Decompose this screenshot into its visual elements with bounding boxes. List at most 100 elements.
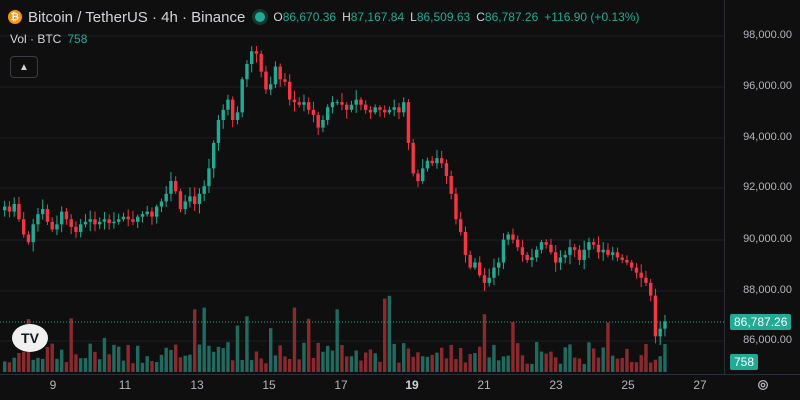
- candle-body: [36, 214, 40, 225]
- candle-body: [497, 262, 501, 268]
- candle-body: [539, 242, 544, 250]
- candle-body: [454, 193, 458, 220]
- price-tick-label: 90,000.00: [743, 233, 792, 245]
- candle-body: [592, 242, 596, 245]
- date-tick-label: 25: [621, 378, 635, 392]
- volume-bar: [250, 360, 254, 372]
- volume-legend[interactable]: Vol · BTC 758: [10, 32, 87, 46]
- tradingview-logo-icon[interactable]: TV: [12, 324, 48, 352]
- candle-body: [620, 257, 624, 260]
- price-tick-label: 88,000.00: [743, 284, 792, 296]
- date-tick-label: 27: [693, 378, 707, 392]
- gear-icon[interactable]: [756, 378, 770, 392]
- volume-bar: [511, 322, 515, 372]
- candle-body: [55, 224, 59, 230]
- volume-bar: [79, 358, 83, 372]
- time-axis[interactable]: 9 11 13 15 17 19 21 23 25 27: [0, 0, 724, 400]
- candle-body: [364, 104, 368, 110]
- volume-bar: [45, 346, 50, 372]
- volume-bar: [31, 359, 35, 372]
- time-axis-divider: [0, 374, 800, 375]
- volume-bar: [311, 357, 316, 372]
- candle-body: [525, 254, 529, 260]
- candle-body: [197, 193, 202, 204]
- candle-body: [31, 224, 35, 243]
- volume-bar: [155, 362, 159, 372]
- date-tick-label: 19: [405, 378, 419, 392]
- volume-bar: [473, 353, 477, 372]
- volume-bar: [449, 344, 453, 372]
- close-key: C: [476, 10, 485, 24]
- candle-body: [226, 99, 230, 110]
- candle-body: [112, 221, 116, 224]
- volume-bar: [326, 345, 330, 372]
- candle-body: [634, 267, 639, 273]
- volume-bar: [83, 358, 88, 372]
- volume-bar: [93, 351, 97, 372]
- volume-bar: [174, 344, 178, 372]
- volume-bar: [663, 344, 667, 372]
- volume-bar: [530, 363, 534, 372]
- candle-body: [64, 211, 69, 220]
- volume-bar: [568, 344, 572, 372]
- volume-bar: [501, 356, 506, 372]
- candle-body: [487, 277, 491, 283]
- volume-bar: [440, 347, 444, 372]
- candlestick-chart[interactable]: [0, 0, 724, 374]
- candle-body: [596, 244, 601, 253]
- volume-bar: [463, 362, 468, 372]
- volume-bar: [231, 360, 235, 372]
- candle-body: [140, 214, 145, 217]
- candle-body: [145, 211, 149, 215]
- volume-bar: [159, 354, 164, 372]
- volume-bar: [335, 309, 339, 372]
- change-value: +116.90 (+0.13%): [544, 10, 640, 24]
- price-tick-label: 86,000.00: [743, 334, 792, 346]
- candle-body: [60, 211, 64, 225]
- volume-bar: [615, 358, 620, 372]
- candle-body: [587, 242, 591, 250]
- volume-bar: [364, 352, 368, 372]
- candle-body: [79, 224, 83, 232]
- candle-body: [383, 109, 387, 113]
- volume-bar: [240, 359, 244, 372]
- candle-body: [511, 234, 515, 240]
- candle-body: [644, 277, 648, 283]
- volume-bar: [577, 358, 582, 372]
- candle-body: [544, 242, 548, 245]
- candle-body: [368, 109, 373, 113]
- candle-body: [7, 206, 12, 212]
- volume-bar: [12, 357, 16, 372]
- candle-body: [117, 219, 121, 222]
- price-axis[interactable]: [724, 0, 800, 374]
- candle-body: [17, 203, 21, 220]
- candle-body: [577, 249, 582, 260]
- open-key: O: [273, 10, 283, 24]
- volume-bar: [212, 351, 216, 372]
- candle-body: [354, 99, 358, 105]
- candle-body: [611, 252, 615, 255]
- volume-bar: [378, 361, 382, 372]
- candle-body: [387, 109, 392, 113]
- candle-body: [169, 181, 173, 194]
- collapse-legend-button[interactable]: ▲: [10, 56, 38, 78]
- volume-label: Vol · BTC: [10, 32, 62, 46]
- volume-bar: [625, 348, 629, 372]
- date-tick-label: 21: [477, 378, 491, 392]
- volume-bar: [359, 360, 363, 372]
- volume-bar: [74, 354, 78, 372]
- volume-value: 758: [67, 32, 88, 46]
- candle-body: [615, 252, 620, 258]
- candle-body: [202, 186, 206, 194]
- volume-bar: [620, 357, 624, 372]
- candle-body: [302, 102, 306, 105]
- candle-body: [549, 244, 553, 253]
- volume-bar: [36, 357, 40, 372]
- candle-body: [397, 107, 401, 113]
- low-key: L: [410, 10, 417, 24]
- volume-bar: [145, 356, 149, 372]
- symbol-title[interactable]: Bitcoin / TetherUS · 4h · Binance: [28, 8, 246, 26]
- low-value: 86,509.63: [416, 10, 471, 24]
- candle-body: [416, 173, 420, 182]
- volume-bar: [164, 347, 168, 372]
